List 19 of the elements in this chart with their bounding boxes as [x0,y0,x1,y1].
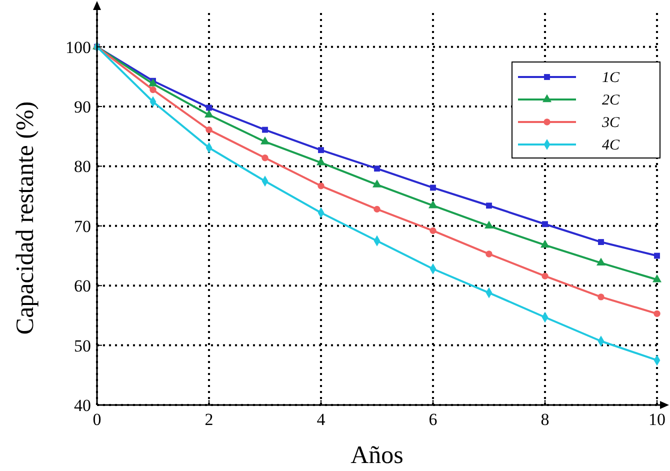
legend-label: 3C [601,115,620,131]
legend-label: 1C [602,70,620,86]
x-tick-label: 10 [648,410,666,429]
y-tick-label: 40 [74,396,91,415]
x-tick-label: 2 [204,410,214,429]
x-tick-label: 4 [316,410,326,429]
y-axis-title: Capacidad restante (%) [12,101,39,335]
x-tick-label: 6 [428,410,438,429]
y-tick-label: 100 [66,38,91,57]
y-tick-label: 80 [74,157,91,176]
y-tick-label: 60 [74,276,91,296]
legend-label: 2C [602,92,620,108]
y-tick-label: 90 [74,98,91,117]
legend-label: 4C [602,138,620,154]
x-axis-title: Años [350,442,404,469]
y-tick-label: 50 [74,336,91,356]
x-tick-label: 0 [92,410,102,429]
x-tick-label: 8 [540,410,550,429]
y-tick-label: 70 [74,216,91,236]
